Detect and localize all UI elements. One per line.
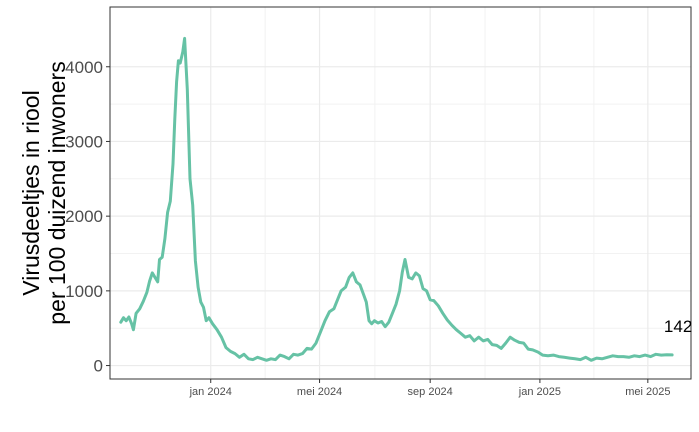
x-axis: jan 2024 mei 2024 sep 2024 jan 2025 mei 2025 [189,379,670,398]
y-tick-label: 3000 [65,132,103,151]
line-layer [119,36,674,362]
last-value-label: 142 [664,317,692,336]
y-tick-label: 0 [94,357,103,376]
x-tick-label: jan 2025 [518,386,561,398]
y-axis: 0 1000 2000 3000 4000 [65,58,110,376]
x-tick-label: mei 2025 [625,386,670,398]
x-tick-label: sep 2024 [408,386,453,398]
y-tick-label: 1000 [65,282,103,301]
grid [110,7,691,379]
y-tick-label: 2000 [65,207,103,226]
x-tick-label: jan 2024 [189,386,232,398]
series-line [119,36,674,362]
x-tick-label: mei 2024 [297,386,342,398]
plot-panel-border [109,6,692,380]
y-axis-title-line-1: Virusdeeltjes in riool [18,90,44,295]
y-axis-title: Virusdeeltjes in riool per 100 duizend i… [18,61,70,324]
y-axis-title-line-2: per 100 duizend inwoners [44,61,70,324]
y-tick-label: 4000 [65,58,103,77]
